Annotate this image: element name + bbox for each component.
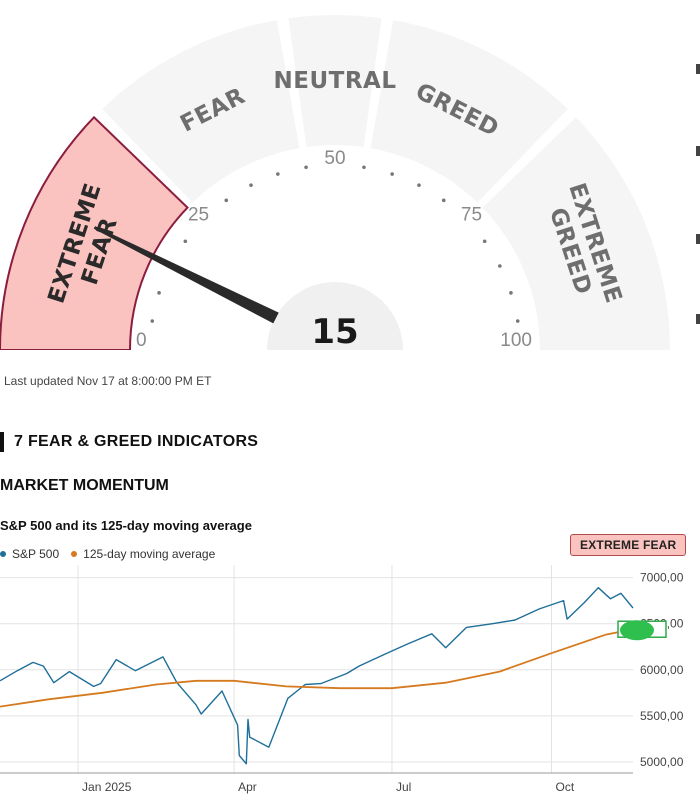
series-line-moving-average <box>0 628 634 708</box>
legend-item-moving-average[interactable]: 125-day moving average <box>71 547 215 561</box>
scale-label: 100 <box>500 330 532 351</box>
scale-dot <box>183 239 188 244</box>
last-updated-text: Last updated Nov 17 at 8:00:00 PM ET <box>4 374 212 388</box>
series-line-sp500 <box>0 587 634 765</box>
legend-label: S&P 500 <box>12 547 60 561</box>
scale-label: 75 <box>461 205 482 226</box>
gauge-hub <box>267 282 403 360</box>
scale-dot <box>498 264 502 268</box>
y-tick-label: 6000,00 <box>640 663 684 677</box>
scale-dot <box>157 291 161 295</box>
scale-dot <box>304 165 308 170</box>
y-tick-label: 5000,00 <box>640 755 684 769</box>
gauge-segment-fear <box>102 20 300 203</box>
right-edge-mark <box>696 234 700 244</box>
legend-dot <box>71 551 78 557</box>
right-edge-mark <box>696 146 700 156</box>
scale-label: 50 <box>324 148 345 169</box>
current-value-dot <box>620 620 654 641</box>
legend-item-sp500[interactable]: S&P 500 <box>0 547 59 561</box>
scale-dot <box>249 183 253 187</box>
x-tick-label: Jul <box>396 780 411 794</box>
chart-title: S&P 500 and its 125-day moving average <box>0 518 252 533</box>
scale-label: 25 <box>188 205 209 226</box>
scale-dot <box>441 198 446 203</box>
gauge-segment-neutral <box>288 15 382 147</box>
y-tick-label: 5500,00 <box>640 709 684 723</box>
y-tick-label: 7000,00 <box>640 571 684 585</box>
right-edge-mark <box>696 64 700 74</box>
gauge-score: 15 <box>311 312 358 352</box>
scale-dot <box>509 291 513 295</box>
x-tick-label: Oct <box>555 780 574 794</box>
scale-dot <box>482 239 487 244</box>
scale-label: 0 <box>136 330 147 351</box>
indicator-title: MARKET MOMENTUM <box>0 477 169 494</box>
section-heading: 7 FEAR & GREED INDICATORS <box>0 432 258 452</box>
gauge-needle <box>93 226 279 324</box>
gauge-segment-greed <box>370 20 568 203</box>
x-tick-label: Apr <box>238 780 257 794</box>
scale-dot <box>150 319 155 323</box>
scale-dot <box>515 319 520 323</box>
scale-dot <box>224 198 229 203</box>
rating-badge: EXTREME FEAR <box>570 534 687 556</box>
gauge-segment-extreme-greed <box>482 117 670 350</box>
legend-dot <box>0 551 6 557</box>
section-heading-text: 7 FEAR & GREED INDICATORS <box>14 433 259 450</box>
gauge-label-neutral: NEUTRAL <box>274 68 397 94</box>
section-heading-bar <box>0 432 4 452</box>
gauge-segment-extreme-fear <box>0 115 189 351</box>
scale-dot <box>417 183 421 187</box>
scale-dot <box>276 172 280 176</box>
x-tick-label: Jan 2025 <box>82 780 132 794</box>
scale-dot <box>362 165 366 170</box>
chart-legend: S&P 500 125-day moving average <box>0 547 227 561</box>
right-edge-mark <box>696 314 700 324</box>
scale-dot <box>390 172 394 176</box>
legend-label: 125-day moving average <box>83 547 216 561</box>
